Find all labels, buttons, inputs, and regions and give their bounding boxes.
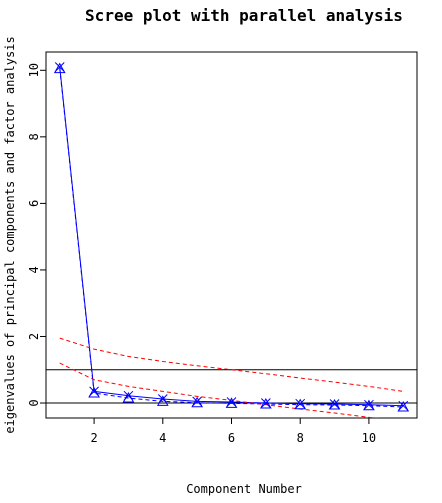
y-tick-label: 10 xyxy=(27,63,41,77)
series-line-pc_actual xyxy=(59,66,404,407)
point-fa_actual-4 xyxy=(156,395,169,406)
point-fa_actual-7 xyxy=(260,397,272,409)
x-axis: 2 4 6 8 10 xyxy=(90,417,376,445)
x-tick-label: 4 xyxy=(159,431,166,445)
y-tick-label: 8 xyxy=(27,133,41,140)
series-line-pc_simulated xyxy=(59,337,404,392)
point-fa_actual-11 xyxy=(397,400,410,412)
point-pc_actual-8 xyxy=(295,398,306,409)
point-pc_actual-5 xyxy=(192,396,203,407)
point-fa_actual-8 xyxy=(294,398,307,410)
y-axis-label: eigenvalues of principal components and … xyxy=(3,36,17,433)
x-tick-label: 6 xyxy=(228,431,235,445)
y-tick-label: 6 xyxy=(27,200,41,207)
x-tick-label: 2 xyxy=(90,431,97,445)
series-line-fa_actual xyxy=(59,68,404,408)
point-fa_actual-1 xyxy=(53,62,66,74)
point-pc_actual-11 xyxy=(398,400,409,411)
point-pc_actual-10 xyxy=(364,399,374,410)
point-fa_actual-10 xyxy=(363,399,375,411)
point-fa_actual-3 xyxy=(122,392,135,403)
point-pc_actual-7 xyxy=(260,398,271,408)
y-tick-label: 4 xyxy=(27,266,41,273)
x-tick-label: 10 xyxy=(362,431,376,445)
x-tick-label: 8 xyxy=(297,431,304,445)
chart-title: Scree plot with parallel analysis xyxy=(85,6,403,25)
point-pc_actual-9 xyxy=(329,399,340,409)
plot-frame xyxy=(45,51,418,419)
point-fa_actual-6 xyxy=(225,397,238,408)
point-fa_actual-5 xyxy=(191,396,203,408)
y-axis: 0 2 4 6 8 10 xyxy=(27,63,47,407)
x-axis-label: Component Number xyxy=(186,482,302,496)
series-line-fa_simulated xyxy=(59,362,379,418)
point-pc_actual-6 xyxy=(226,397,237,407)
y-tick-label: 0 xyxy=(27,399,41,406)
point-fa_actual-2 xyxy=(88,387,100,398)
y-tick-label: 2 xyxy=(27,333,41,340)
point-fa_actual-9 xyxy=(328,398,341,410)
